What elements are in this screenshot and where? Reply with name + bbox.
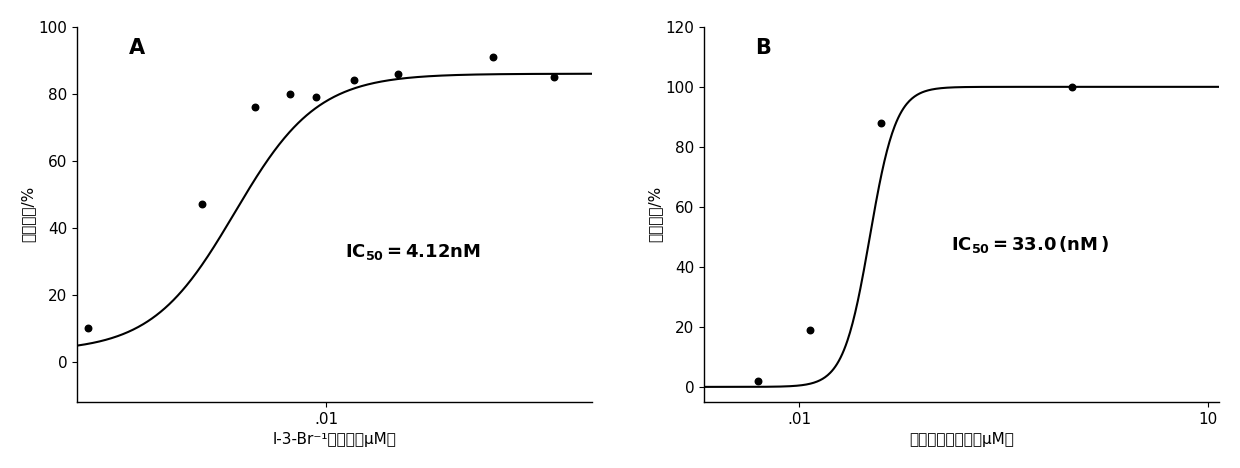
Point — [748, 377, 768, 385]
Point — [244, 103, 264, 111]
Point — [388, 70, 408, 78]
Point — [872, 119, 892, 126]
Point — [192, 201, 212, 208]
Text: B: B — [755, 38, 771, 58]
Point — [484, 53, 503, 61]
Point — [305, 94, 325, 101]
Point — [343, 77, 363, 84]
Y-axis label: 浓度抑制/%: 浓度抑制/% — [21, 186, 36, 242]
X-axis label: l-3-Br⁻¹的浓度（μM）: l-3-Br⁻¹的浓度（μM） — [273, 432, 397, 447]
Point — [280, 90, 300, 97]
Text: $\mathbf{IC_{50}}$$\mathbf{=33.0 \,(nM\,)}$: $\mathbf{IC_{50}}$$\mathbf{=33.0 \,(nM\,… — [951, 234, 1110, 255]
X-axis label: 噎托溟锄的浓度（μM）: 噎托溟锄的浓度（μM） — [909, 432, 1014, 447]
Point — [800, 326, 820, 334]
Point — [78, 324, 98, 332]
Point — [544, 73, 564, 81]
Y-axis label: 浓度抑制/%: 浓度抑制/% — [647, 186, 662, 242]
Text: $\mathbf{IC_{50}}$$\mathbf{=4.12nM}$: $\mathbf{IC_{50}}$$\mathbf{=4.12nM}$ — [345, 242, 481, 262]
Text: A: A — [129, 38, 145, 58]
Point — [1061, 83, 1081, 91]
